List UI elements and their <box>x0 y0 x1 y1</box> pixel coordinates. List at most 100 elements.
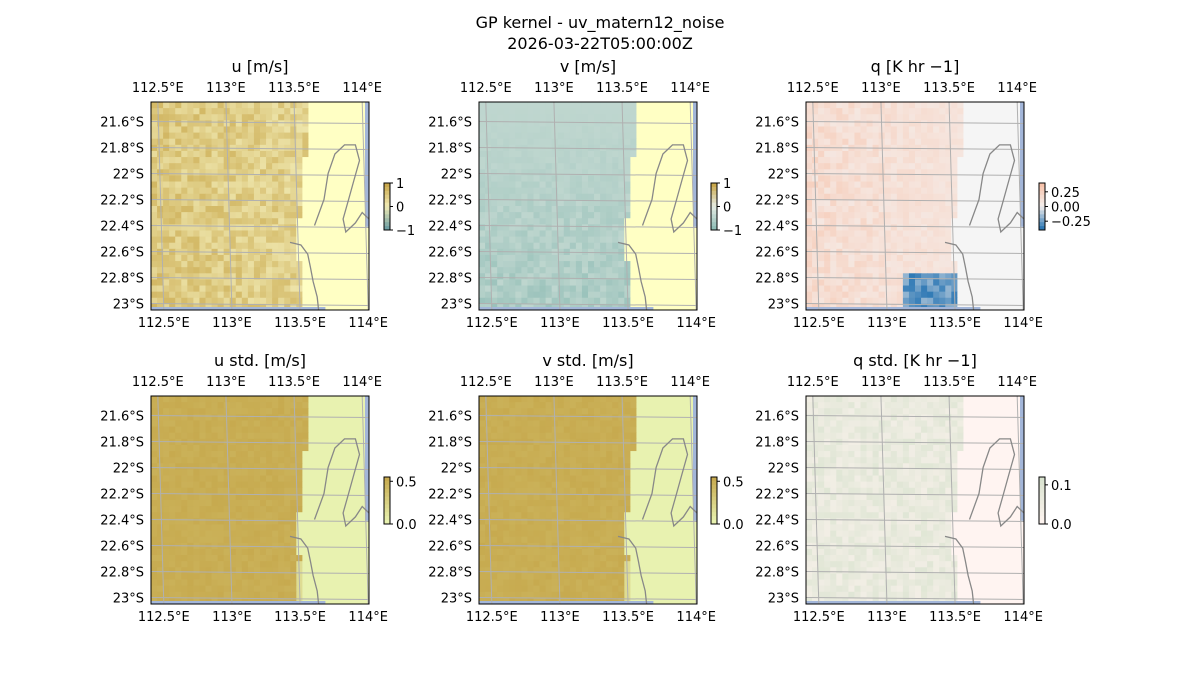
heatmap-cell <box>830 242 837 250</box>
heatmap-cell <box>690 261 698 268</box>
heatmap-cell <box>253 463 261 470</box>
heatmap-cell <box>296 236 303 244</box>
heatmap-cell <box>247 169 255 176</box>
heatmap-cell <box>509 236 516 244</box>
heatmap-cell <box>812 279 819 286</box>
heatmap-cell <box>812 108 819 115</box>
heatmap-cell <box>163 261 170 268</box>
heatmap-cell <box>338 524 346 531</box>
heatmap-cell <box>545 236 553 244</box>
heatmap-cell <box>272 426 279 434</box>
heatmap-cell <box>157 426 164 434</box>
heatmap-cell <box>951 187 958 195</box>
heatmap-cell <box>806 126 813 133</box>
heatmap-cell <box>181 457 188 464</box>
heatmap-cell <box>175 518 182 525</box>
heatmap-cell <box>278 261 285 268</box>
heatmap-cell <box>193 279 200 286</box>
heatmap-cell <box>491 150 498 158</box>
heatmap-cell <box>896 108 904 115</box>
heatmap-cell <box>308 500 315 507</box>
heatmap-cell <box>169 138 176 146</box>
heatmap-cell <box>660 114 668 121</box>
lon-tick-label-bottom: 114°E <box>1003 316 1043 331</box>
heatmap-cell <box>266 267 273 274</box>
heatmap-cell <box>223 518 231 525</box>
heatmap-cell <box>491 132 498 140</box>
grid-line-lat <box>478 277 698 280</box>
heatmap-cell <box>606 193 613 201</box>
heatmap-cell <box>884 242 892 250</box>
heatmap-cell <box>302 530 309 538</box>
heatmap-cell <box>684 126 692 133</box>
heatmap-cell <box>915 297 922 305</box>
heatmap-cell <box>648 230 656 237</box>
heatmap-cell <box>581 114 589 121</box>
heatmap-cell <box>497 267 504 274</box>
heatmap-cell <box>350 169 358 176</box>
heatmap-cell <box>684 261 692 268</box>
heatmap-cell <box>175 138 182 146</box>
heatmap-cell <box>211 500 219 507</box>
heatmap-cell <box>654 114 662 121</box>
heatmap-cell <box>163 493 170 501</box>
colorbar-tick-label: 1 <box>396 177 404 192</box>
heatmap-cell <box>278 163 285 170</box>
heatmap-cell <box>1011 218 1019 225</box>
heatmap-cell <box>509 218 516 225</box>
heatmap-cell <box>229 138 237 146</box>
heatmap-cell <box>163 108 170 115</box>
heatmap-cell <box>497 138 504 146</box>
heatmap-cell <box>915 175 922 182</box>
heatmap-cell <box>193 242 200 250</box>
heatmap-cell <box>308 451 315 458</box>
heatmap-cell <box>551 206 559 213</box>
heatmap-cell <box>660 261 668 268</box>
heatmap-cell <box>854 242 861 250</box>
heatmap-cell <box>594 181 601 189</box>
heatmap-cell <box>284 402 291 409</box>
heatmap-cell <box>199 469 206 476</box>
heatmap-cell <box>684 273 692 280</box>
heatmap-cell <box>660 193 668 201</box>
heatmap-cell <box>993 273 1001 280</box>
heatmap-cell <box>350 530 358 538</box>
heatmap-cell <box>260 297 267 305</box>
heatmap-cell <box>812 267 819 274</box>
grid-line-lat <box>478 199 698 202</box>
heatmap-cell <box>975 163 983 170</box>
heatmap-cell <box>308 555 315 562</box>
heatmap-cell <box>618 108 625 115</box>
heatmap-cell <box>217 230 225 237</box>
heatmap-cell <box>666 187 674 195</box>
heatmap-cell <box>515 230 522 237</box>
heatmap-cell <box>600 193 607 201</box>
heatmap-cell <box>260 475 267 483</box>
heatmap-cell <box>551 267 559 274</box>
grid-line-lon <box>157 101 165 311</box>
heatmap-cell <box>872 120 880 127</box>
heatmap-cell <box>491 267 498 274</box>
heatmap-cell <box>975 279 983 286</box>
heatmap-cell <box>999 273 1007 280</box>
heatmap-cell <box>806 242 813 250</box>
heatmap-cell <box>515 224 522 231</box>
heatmap-cell <box>993 163 1001 170</box>
heatmap-cell <box>951 206 958 213</box>
heatmap-cell <box>933 102 940 109</box>
heatmap-cell <box>533 120 540 127</box>
heatmap-cell <box>654 212 662 219</box>
heatmap-cell <box>151 248 158 256</box>
heatmap-cell <box>812 297 819 305</box>
heatmap-cell <box>205 120 212 127</box>
heatmap-cell <box>1005 285 1013 293</box>
heatmap-cell <box>533 157 540 164</box>
heatmap-cell <box>344 114 352 121</box>
heatmap-cell <box>187 138 194 146</box>
heatmap-cell <box>151 279 158 286</box>
grid-line-lat <box>150 225 370 228</box>
heatmap-cell <box>272 432 279 440</box>
heatmap-cell <box>193 218 200 225</box>
heatmap-cell <box>151 126 158 133</box>
heatmap-cell <box>302 181 309 189</box>
